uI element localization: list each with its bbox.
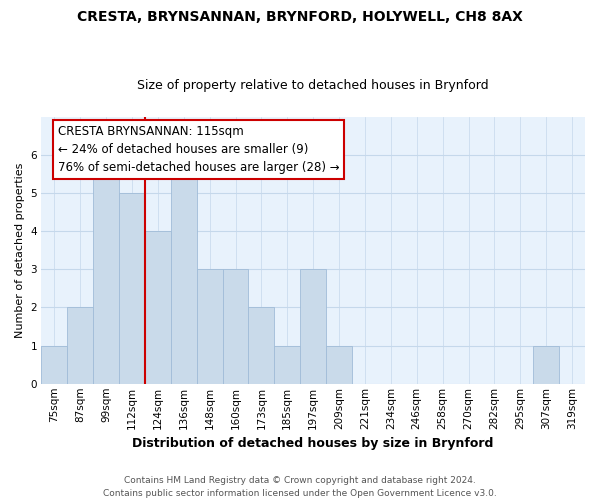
Text: Contains HM Land Registry data © Crown copyright and database right 2024.
Contai: Contains HM Land Registry data © Crown c… <box>103 476 497 498</box>
Title: Size of property relative to detached houses in Brynford: Size of property relative to detached ho… <box>137 79 489 92</box>
Bar <box>274 346 300 384</box>
Bar <box>223 270 248 384</box>
Text: CRESTA BRYNSANNAN: 115sqm
← 24% of detached houses are smaller (9)
76% of semi-d: CRESTA BRYNSANNAN: 115sqm ← 24% of detac… <box>58 125 339 174</box>
Bar <box>93 155 119 384</box>
Bar <box>533 346 559 384</box>
Bar <box>248 308 274 384</box>
Bar <box>326 346 352 384</box>
Text: CRESTA, BRYNSANNAN, BRYNFORD, HOLYWELL, CH8 8AX: CRESTA, BRYNSANNAN, BRYNFORD, HOLYWELL, … <box>77 10 523 24</box>
Bar <box>197 270 223 384</box>
Bar <box>171 155 197 384</box>
Bar <box>41 346 67 384</box>
Bar <box>145 231 171 384</box>
Y-axis label: Number of detached properties: Number of detached properties <box>15 162 25 338</box>
Bar <box>300 270 326 384</box>
X-axis label: Distribution of detached houses by size in Brynford: Distribution of detached houses by size … <box>133 437 494 450</box>
Bar <box>67 308 93 384</box>
Bar <box>119 193 145 384</box>
